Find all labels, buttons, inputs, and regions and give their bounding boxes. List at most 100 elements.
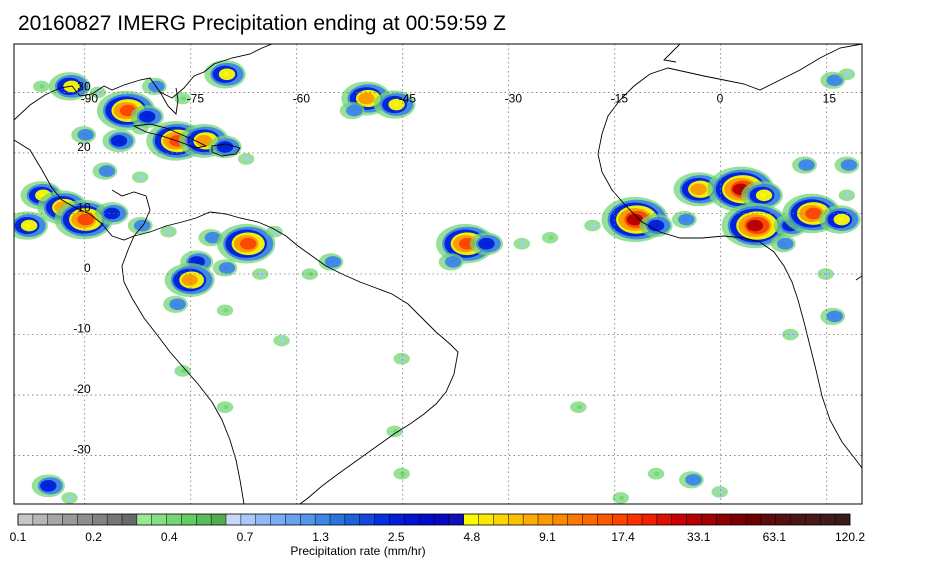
- precip-core: [845, 193, 851, 198]
- precip-core: [138, 223, 144, 228]
- colorbar-swatch: [508, 514, 524, 525]
- colorbar-swatch: [478, 514, 494, 525]
- precip-cell: [31, 474, 65, 498]
- precip-core: [781, 241, 787, 246]
- precip-cell: [163, 295, 188, 313]
- colorbar-swatch: [344, 514, 361, 525]
- precip-cell: [792, 156, 817, 174]
- precip-cell: [301, 268, 318, 280]
- precip-core: [590, 223, 596, 228]
- colorbar-swatch: [419, 514, 435, 525]
- precip-core: [633, 217, 639, 222]
- precip-cell: [469, 232, 504, 256]
- colorbar-swatch: [122, 514, 138, 525]
- precip-core: [308, 272, 314, 276]
- colorbar-swatch: [47, 514, 63, 525]
- precip-core: [209, 235, 215, 240]
- precip-cell: [217, 223, 276, 264]
- precip-core: [39, 193, 45, 198]
- precip-cell: [671, 210, 697, 229]
- precip-cell: [160, 225, 177, 238]
- colorbar-swatch: [835, 514, 851, 525]
- colorbar-swatch: [671, 514, 687, 525]
- precip-core: [68, 495, 74, 500]
- colorbar-swatch: [597, 514, 613, 525]
- colorbar-swatch: [32, 514, 49, 525]
- precip-core: [39, 84, 45, 89]
- precip-core: [760, 193, 766, 198]
- precip-cell: [216, 401, 234, 413]
- colorbar-swatch: [434, 514, 450, 525]
- precip-core: [619, 495, 625, 500]
- colorbar-swatch: [612, 514, 628, 525]
- precip-core: [838, 217, 844, 222]
- colorbar-swatch: [493, 514, 509, 525]
- colorbar-swatch: [181, 514, 197, 525]
- colorbar-swatch: [255, 514, 271, 525]
- precip-cell: [198, 229, 224, 247]
- colorbar-swatch: [775, 514, 791, 525]
- precip-cell: [89, 86, 107, 99]
- precip-cell: [782, 328, 799, 341]
- colorbar-tick-label: 0.1: [10, 530, 27, 544]
- precip-core: [802, 163, 808, 168]
- precip-cell: [770, 235, 796, 253]
- precip-cell: [438, 253, 464, 271]
- colorbar-swatch: [582, 514, 598, 525]
- precip-core: [174, 302, 180, 307]
- precip-cell: [647, 467, 665, 480]
- colorbar-tick-label: 1.3: [312, 530, 329, 544]
- colorbar-swatch: [538, 514, 554, 525]
- lon-tick-label: -45: [399, 91, 417, 105]
- lat-lon-gridlines: [14, 44, 862, 504]
- precip-core: [258, 272, 264, 276]
- precip-core: [46, 483, 52, 488]
- precip-cell: [130, 105, 164, 129]
- precip-core: [223, 144, 229, 149]
- precip-core: [96, 90, 102, 95]
- precip-core: [188, 278, 194, 283]
- colorbar-tick-label: 33.1: [687, 530, 711, 544]
- colorbar-swatch: [642, 514, 658, 525]
- lat-tick-label: -10: [73, 322, 91, 336]
- colorbar-tick-label: 0.7: [237, 530, 254, 544]
- colorbar-tick-label: 9.1: [539, 530, 556, 544]
- colorbar-swatch: [136, 514, 153, 525]
- coastline-madagascar-partial: [855, 275, 862, 281]
- colorbar-swatch: [746, 514, 762, 525]
- precipitation-layer: [14, 60, 861, 504]
- map-frame: [13, 43, 863, 505]
- figure-title: 20160827 IMERG Precipitation ending at 0…: [18, 12, 506, 35]
- precip-cell: [838, 68, 856, 81]
- coastline-south-america: [133, 211, 459, 504]
- colorbar-tick-label: 4.8: [463, 530, 480, 544]
- colorbar-tick-label: 0.4: [161, 530, 178, 544]
- axis-tick-labels: -90 -75 -60 -45 -30 -15 0 15 30 20 10 0 -10 -20 -30: [73, 79, 836, 456]
- precip-cell: [92, 162, 118, 180]
- colorbar-swatch: [567, 514, 583, 525]
- colorbar-swatch: [226, 514, 242, 525]
- colorbar-swatch: [552, 514, 569, 525]
- colorbar-tick-label: 0.2: [85, 530, 102, 544]
- precip-core: [223, 405, 229, 410]
- lon-tick-label: -60: [293, 91, 311, 105]
- precip-core: [718, 489, 724, 494]
- precip-cell: [639, 214, 673, 237]
- colorbar-swatch: [211, 514, 227, 525]
- colorbar-swatch: [92, 514, 108, 525]
- colorbar-swatch: [523, 514, 539, 525]
- precip-core: [223, 308, 229, 313]
- precip-core: [810, 211, 816, 216]
- precip-core: [845, 163, 851, 168]
- coastline-north-america: [14, 44, 273, 121]
- colorbar-frame: [17, 513, 851, 526]
- colorbar-swatch: [760, 514, 777, 525]
- lat-tick-label: 20: [77, 140, 91, 154]
- lon-tick-label: -75: [187, 91, 205, 105]
- colorbar-swatch: [389, 514, 405, 525]
- precip-cell: [266, 225, 283, 238]
- precip-cell: [164, 263, 215, 298]
- colorbar-swatch: [463, 514, 479, 525]
- precip-core: [181, 368, 187, 373]
